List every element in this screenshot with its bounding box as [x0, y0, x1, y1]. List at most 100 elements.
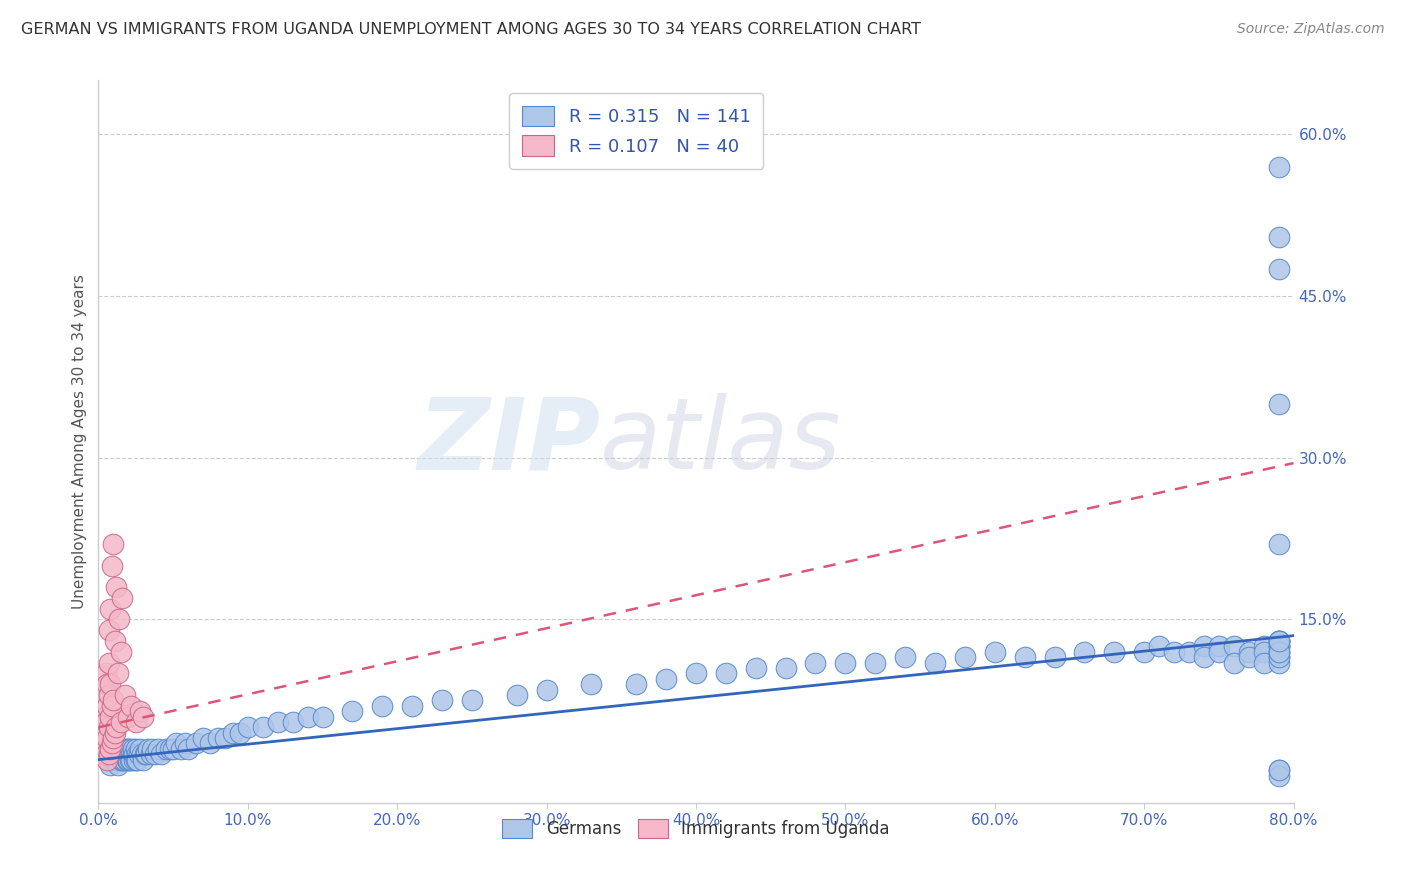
Point — [1267, 645, 1289, 659]
Point — [121, 742, 143, 756]
Point — [131, 747, 153, 762]
Point — [506, 688, 529, 702]
Point — [111, 591, 134, 605]
Point — [124, 747, 146, 762]
Point — [97, 753, 120, 767]
Point — [461, 693, 484, 707]
Point — [96, 753, 118, 767]
Point — [120, 753, 142, 767]
Point — [1267, 537, 1289, 551]
Y-axis label: Unemployment Among Ages 30 to 34 years: Unemployment Among Ages 30 to 34 years — [72, 274, 87, 609]
Text: Source: ZipAtlas.com: Source: ZipAtlas.com — [1237, 22, 1385, 37]
Point — [1147, 640, 1170, 654]
Point — [141, 742, 163, 756]
Point — [128, 747, 150, 762]
Point — [953, 650, 976, 665]
Point — [118, 753, 141, 767]
Point — [111, 753, 134, 767]
Point — [125, 714, 148, 729]
Text: atlas: atlas — [600, 393, 842, 490]
Point — [1192, 650, 1215, 665]
Point — [93, 709, 115, 723]
Point — [984, 645, 1007, 659]
Point — [104, 634, 127, 648]
Point — [174, 737, 197, 751]
Point — [93, 737, 115, 751]
Point — [107, 742, 129, 756]
Point — [655, 672, 678, 686]
Point — [96, 731, 118, 745]
Point — [96, 698, 118, 713]
Point — [626, 677, 648, 691]
Point — [117, 709, 139, 723]
Point — [135, 747, 157, 762]
Point — [401, 698, 423, 713]
Point — [104, 753, 127, 767]
Point — [1073, 645, 1095, 659]
Point — [134, 747, 156, 762]
Point — [207, 731, 229, 745]
Point — [1208, 640, 1230, 654]
Point — [114, 742, 136, 756]
Point — [107, 753, 129, 767]
Point — [1267, 764, 1289, 778]
Point — [110, 753, 132, 767]
Point — [117, 747, 139, 762]
Point — [108, 742, 131, 756]
Point — [129, 742, 152, 756]
Point — [159, 742, 181, 756]
Point — [101, 558, 124, 573]
Point — [103, 753, 125, 767]
Point — [1267, 634, 1289, 648]
Point — [96, 677, 118, 691]
Point — [132, 753, 155, 767]
Point — [214, 731, 236, 745]
Point — [98, 758, 122, 772]
Point — [177, 742, 200, 756]
Point — [1267, 397, 1289, 411]
Point — [97, 688, 120, 702]
Point — [124, 753, 146, 767]
Point — [139, 747, 162, 762]
Point — [1267, 634, 1289, 648]
Point — [125, 742, 148, 756]
Point — [1178, 645, 1201, 659]
Point — [1237, 645, 1260, 659]
Point — [1267, 634, 1289, 648]
Point — [127, 753, 149, 767]
Point — [117, 753, 139, 767]
Point — [104, 747, 127, 762]
Point — [110, 742, 132, 756]
Point — [865, 656, 887, 670]
Point — [184, 737, 207, 751]
Point — [110, 747, 132, 762]
Point — [1267, 650, 1289, 665]
Point — [94, 747, 117, 762]
Point — [105, 720, 128, 734]
Point — [98, 742, 122, 756]
Point — [267, 714, 290, 729]
Point — [342, 704, 364, 718]
Point — [222, 725, 245, 739]
Text: GERMAN VS IMMIGRANTS FROM UGANDA UNEMPLOYMENT AMONG AGES 30 TO 34 YEARS CORRELAT: GERMAN VS IMMIGRANTS FROM UGANDA UNEMPLO… — [21, 22, 921, 37]
Point — [685, 666, 707, 681]
Point — [1163, 645, 1185, 659]
Point — [94, 747, 117, 762]
Point — [148, 742, 170, 756]
Point — [97, 624, 120, 638]
Point — [1267, 262, 1289, 277]
Point — [1267, 645, 1289, 659]
Point — [110, 714, 132, 729]
Point — [120, 747, 142, 762]
Point — [1267, 656, 1289, 670]
Point — [1104, 645, 1126, 659]
Point — [105, 580, 128, 594]
Point — [1253, 645, 1275, 659]
Point — [117, 742, 139, 756]
Point — [297, 709, 319, 723]
Point — [1267, 764, 1289, 778]
Point — [1267, 634, 1289, 648]
Point — [1237, 650, 1260, 665]
Legend: Germans, Immigrants from Uganda: Germans, Immigrants from Uganda — [496, 813, 896, 845]
Point — [127, 747, 149, 762]
